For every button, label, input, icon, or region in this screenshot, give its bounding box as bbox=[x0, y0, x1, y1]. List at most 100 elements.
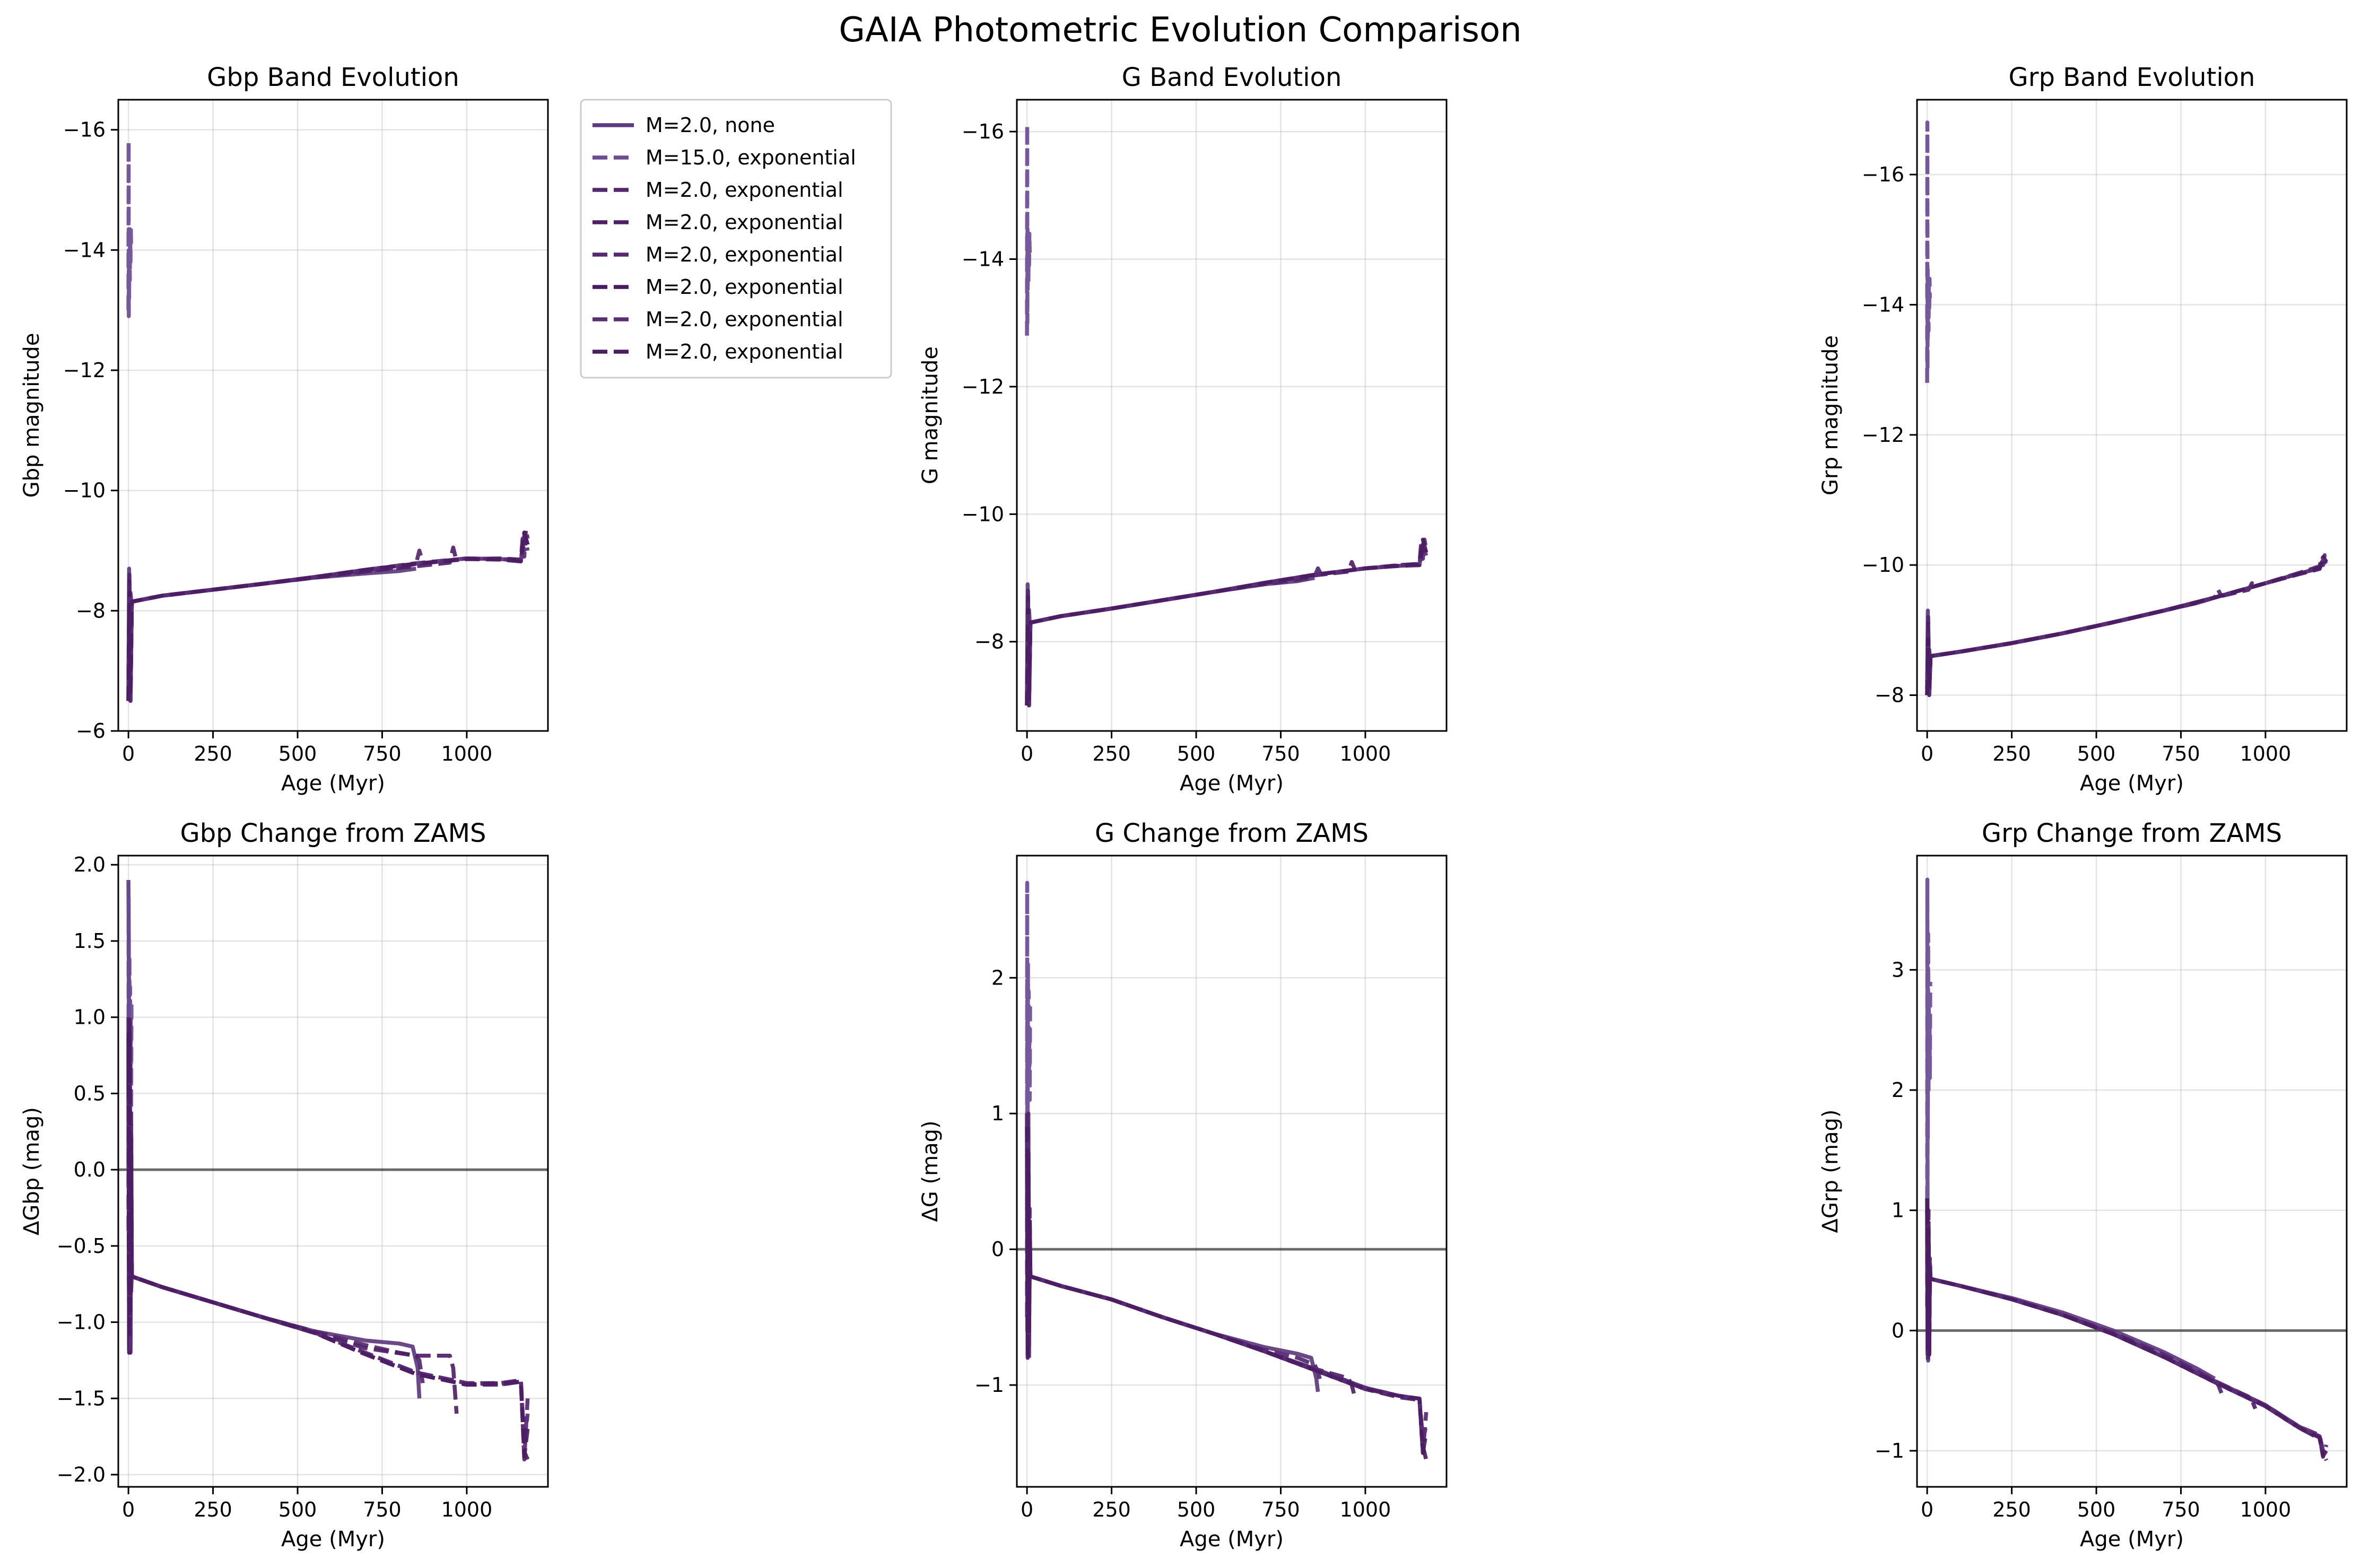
series-group bbox=[126, 140, 530, 703]
series-line-2 bbox=[126, 140, 133, 318]
x-tick-label: 1000 bbox=[2240, 1498, 2292, 1521]
legend-frame bbox=[580, 99, 892, 379]
y-tick-label: 0 bbox=[1892, 1319, 1904, 1342]
y-tick-label: 0.5 bbox=[74, 1082, 106, 1105]
axes-frame bbox=[117, 855, 549, 1488]
y-tick-label: −16 bbox=[962, 120, 1004, 143]
y-axis-label: ΔGrp (mag) bbox=[1818, 1110, 1843, 1233]
y-tick-label: −12 bbox=[63, 359, 106, 382]
x-tick-label: 750 bbox=[2162, 742, 2200, 765]
y-tick-label: −16 bbox=[1862, 163, 1904, 186]
y-tick-label: 0.0 bbox=[74, 1158, 106, 1181]
y-tick-label: 2 bbox=[1892, 1078, 1904, 1102]
legend-item: M=2.0, exponential bbox=[593, 275, 843, 299]
x-tick-label: 250 bbox=[1092, 742, 1131, 765]
legend-label: M=2.0, exponential bbox=[646, 275, 843, 299]
y-tick-label: 1 bbox=[1892, 1199, 1904, 1222]
axes-frame bbox=[1916, 855, 2348, 1488]
x-axis-label: Age (Myr) bbox=[2080, 771, 2184, 796]
y-tick-label: 3 bbox=[1892, 958, 1904, 981]
x-tick-label: 750 bbox=[363, 742, 402, 765]
y-tick-label: −14 bbox=[63, 238, 106, 262]
x-tick-label: 500 bbox=[278, 742, 317, 765]
y-tick-label: −10 bbox=[1862, 553, 1904, 577]
subplot-title: Gbp Band Evolution bbox=[207, 63, 459, 92]
y-axis-label: Gbp magnitude bbox=[20, 333, 44, 498]
x-tick-label: 750 bbox=[1261, 742, 1300, 765]
x-tick-label: 750 bbox=[1261, 1498, 1300, 1521]
subplot-6: 0 250 500 750 1000 −1 0 1 2 3 Grp Change from ZAMS… bbox=[1818, 818, 2348, 1552]
axes-frame bbox=[117, 99, 549, 732]
x-tick-label: 500 bbox=[1177, 1498, 1216, 1521]
y-tick-label: −8 bbox=[76, 599, 106, 622]
y-tick-label: 2.0 bbox=[74, 853, 106, 876]
subplot-5: 0 250 500 750 1000 −1 0 1 2 G Change from ZAMS Age… bbox=[918, 818, 1448, 1552]
x-tick-label: 0 bbox=[1021, 742, 1033, 765]
x-axis-label: Age (Myr) bbox=[2080, 1527, 2184, 1552]
y-tick-label: 2 bbox=[991, 966, 1004, 989]
grid bbox=[118, 100, 548, 732]
y-tick-label: −8 bbox=[974, 630, 1004, 654]
y-tick-label: −10 bbox=[63, 479, 106, 502]
y-tick-label: −14 bbox=[1862, 293, 1904, 316]
x-tick-label: 1000 bbox=[1340, 742, 1391, 765]
x-tick-label: 500 bbox=[2077, 742, 2116, 765]
y-tick-label: 1 bbox=[991, 1102, 1004, 1125]
x-axis-label: Age (Myr) bbox=[1180, 771, 1284, 796]
series-line-8 bbox=[1925, 556, 2328, 695]
x-tick-label: 0 bbox=[122, 742, 135, 765]
x-axis-label: Age (Myr) bbox=[1180, 1527, 1284, 1552]
series-group bbox=[126, 879, 530, 1462]
legend-item: M=15.0, exponential bbox=[593, 146, 856, 169]
subplot-title: Grp Change from ZAMS bbox=[1982, 818, 2282, 848]
subplot-4: 0 250 500 750 1000 −2.0 −1.5 −1.0 −0.5 0.0 0.5 1.0 1… bbox=[20, 818, 549, 1552]
x-tick-label: 250 bbox=[194, 1498, 232, 1521]
y-axis-label: G magnitude bbox=[918, 346, 943, 484]
legend: M=2.0, none M=15.0, exponential M=2.0, exp… bbox=[580, 99, 892, 379]
series-line-2 bbox=[1925, 120, 1932, 383]
subplot-title: Gbp Change from ZAMS bbox=[180, 818, 486, 848]
y-tick-label: 0 bbox=[991, 1238, 1004, 1261]
subplot-3: 0 250 500 750 1000 −8 −10 −12 −14 −16 Grp Band Evo… bbox=[1818, 63, 2348, 796]
series-group bbox=[1925, 877, 2329, 1461]
series-group bbox=[1025, 881, 1428, 1460]
x-tick-label: 1000 bbox=[441, 1498, 493, 1521]
x-axis-label: Age (Myr) bbox=[281, 1527, 385, 1552]
axes-frame bbox=[1916, 99, 2348, 732]
y-tick-label: 1.0 bbox=[74, 1006, 106, 1029]
axes-frame bbox=[1016, 855, 1448, 1488]
series-group bbox=[1025, 123, 1428, 708]
x-tick-label: 500 bbox=[1177, 742, 1216, 765]
y-tick-label: −1 bbox=[974, 1373, 1004, 1397]
series-line-8 bbox=[1025, 1127, 1428, 1455]
legend-label: M=2.0, exponential bbox=[646, 340, 843, 363]
legend-label: M=15.0, exponential bbox=[646, 146, 856, 169]
subplot-title: G Change from ZAMS bbox=[1095, 818, 1369, 848]
subplot-title: G Band Evolution bbox=[1122, 63, 1342, 92]
legend-item: M=2.0, exponential bbox=[593, 211, 843, 234]
figure-title: GAIA Photometric Evolution Comparison bbox=[839, 11, 1521, 50]
grid bbox=[1017, 100, 1447, 731]
subplot-1: 0 250 500 750 1000 −6 −8 −10 −12 −14 −16 Gbp Band E… bbox=[20, 63, 549, 796]
y-tick-label: −10 bbox=[962, 502, 1004, 526]
x-tick-label: 750 bbox=[363, 1498, 402, 1521]
y-tick-label: −12 bbox=[1862, 423, 1904, 447]
x-tick-label: 250 bbox=[1092, 1498, 1131, 1521]
y-tick-label: 1.5 bbox=[74, 929, 106, 953]
x-tick-label: 0 bbox=[1921, 1498, 1933, 1521]
x-tick-label: 500 bbox=[2077, 1498, 2116, 1521]
y-tick-label: −12 bbox=[962, 375, 1004, 398]
legend-label: M=2.0, exponential bbox=[646, 211, 843, 234]
y-tick-label: −2.0 bbox=[57, 1463, 106, 1486]
subplot-2: 0 250 500 750 1000 −8 −10 −12 −14 −16 G Band Evolu… bbox=[918, 63, 1448, 796]
x-axis-label: Age (Myr) bbox=[281, 771, 385, 796]
x-tick-label: 1000 bbox=[1340, 1498, 1391, 1521]
y-tick-label: −14 bbox=[962, 248, 1004, 271]
subplot-title: Grp Band Evolution bbox=[2009, 63, 2255, 92]
y-tick-label: −1.5 bbox=[57, 1387, 106, 1410]
x-tick-label: 0 bbox=[122, 1498, 135, 1521]
x-tick-label: 500 bbox=[278, 1498, 317, 1521]
x-tick-label: 0 bbox=[1921, 742, 1933, 765]
